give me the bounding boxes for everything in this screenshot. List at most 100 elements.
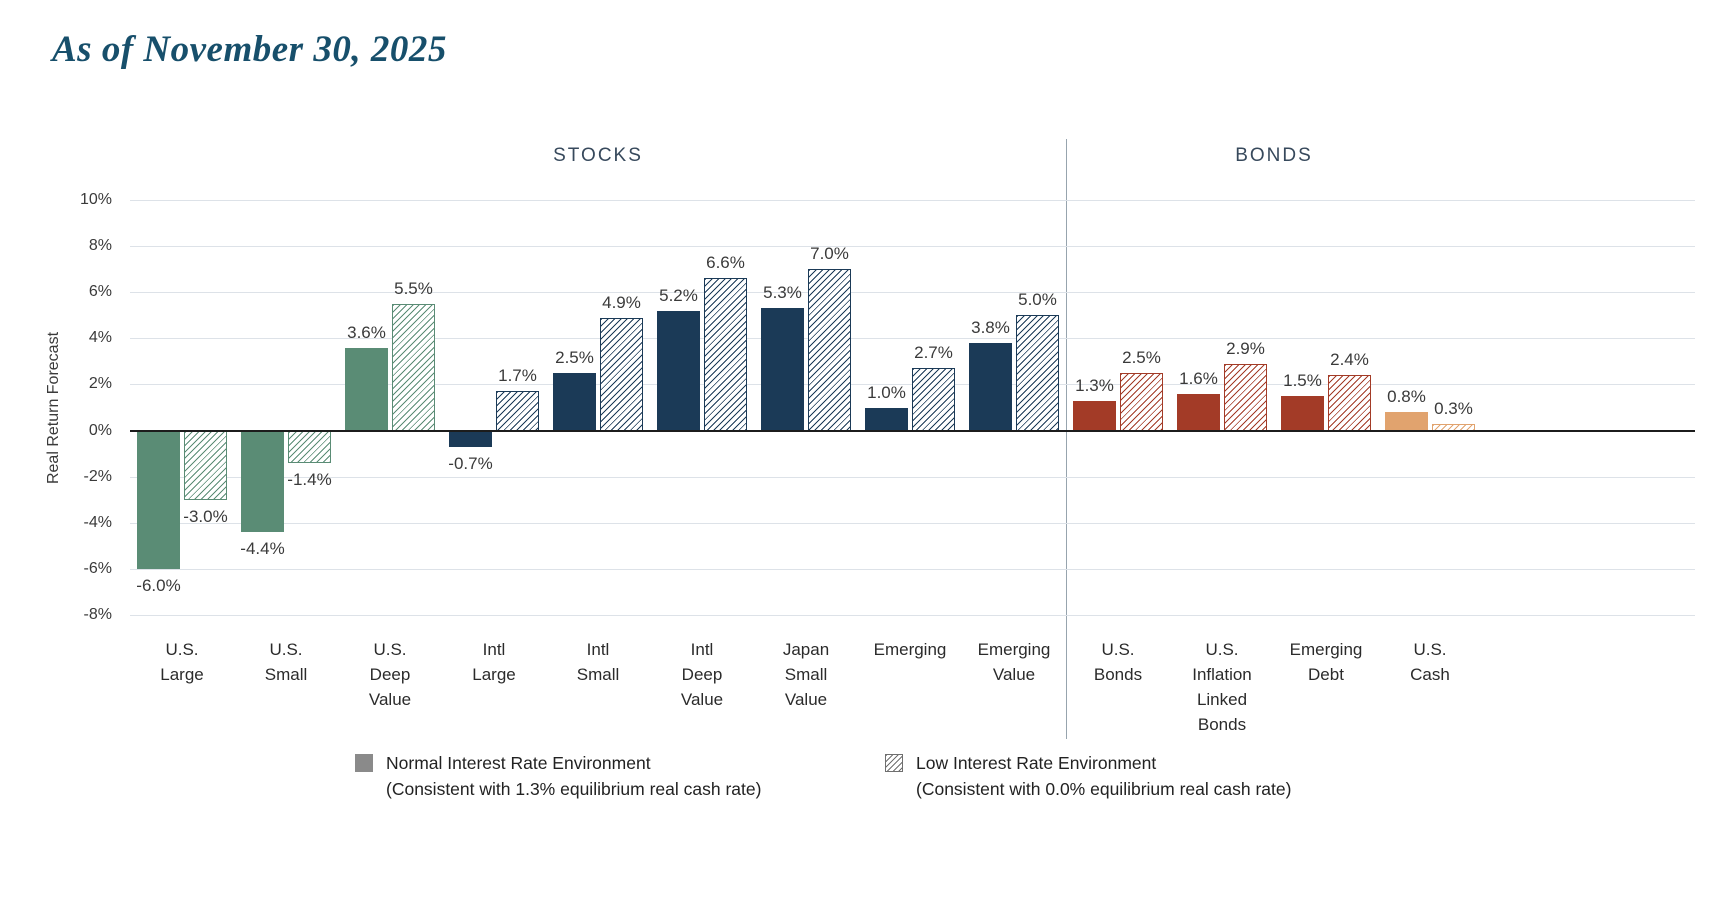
bar-value-label: -1.4%: [287, 469, 332, 489]
section-label-stocks: STOCKS: [553, 145, 643, 166]
bar-value-label: 7.0%: [810, 244, 849, 264]
category-label-line: U.S.: [1205, 640, 1239, 659]
category-label: Emerging: [858, 637, 962, 662]
bar-value-label: 1.0%: [867, 382, 906, 402]
category-label-line: Value: [784, 690, 828, 709]
gridline: [130, 476, 1695, 478]
gridline: [130, 246, 1695, 248]
bar-hatched: [288, 430, 331, 463]
category-label-line: Small: [576, 665, 620, 684]
category-label: Intl Deep Value: [650, 637, 754, 712]
y-tick-label: -6%: [83, 559, 112, 577]
plot-area: Real Return Forecast 10% 8% 6% 4% 2% 0% -2% -4%…: [45, 191, 1695, 734]
legend-label: Normal Interest Rate Environment (Consist…: [386, 750, 761, 802]
y-axis-title: Real Return Forecast: [44, 200, 64, 615]
bar-hatched: [1016, 315, 1059, 431]
category-label: U.S. Deep Value: [338, 637, 442, 712]
category-label: Japan Small Value: [754, 637, 858, 712]
bar-hatched: [600, 317, 643, 431]
gridline: [130, 200, 1695, 201]
y-tick-label: 2%: [88, 375, 112, 393]
category-label-line: Linked: [1196, 690, 1248, 709]
category-label-line: Emerging: [1289, 640, 1363, 659]
page: As of November 30, 2025 Real Return Fore…: [0, 28, 1724, 837]
category-label: Emerging Value: [962, 637, 1066, 687]
bar-hatched: [496, 391, 539, 431]
bar-hatched: [808, 269, 851, 431]
bar-hatched: [704, 278, 747, 431]
category-label-line: Cash: [1410, 665, 1450, 684]
bar-solid: [1177, 393, 1220, 431]
category-label-line: Small: [264, 665, 308, 684]
y-tick-label: -2%: [83, 467, 112, 485]
bar-solid: [137, 430, 180, 569]
category-label-line: U.S.: [269, 640, 303, 659]
bar-solid: [969, 342, 1012, 431]
category-label-line: Emerging: [977, 640, 1051, 659]
category-label-line: Intl: [690, 640, 714, 659]
bar-value-label: 2.4%: [1330, 350, 1369, 370]
legend-swatch-hatched: [885, 754, 903, 772]
bar-value-label: -3.0%: [183, 506, 228, 526]
y-tick-label: 10%: [79, 191, 112, 208]
category-label-line: Value: [992, 665, 1036, 684]
bar-value-label: -6.0%: [136, 575, 181, 595]
category-label: U.S. Bonds: [1066, 637, 1170, 687]
category-label-line: Large: [472, 665, 516, 684]
category-label-line: Deep: [369, 665, 411, 684]
category-label-line: Inflation: [1192, 665, 1252, 684]
bar-hatched: [1120, 372, 1163, 431]
bar-solid: [1073, 400, 1116, 431]
legend-series-name: Normal Interest Rate Environment: [386, 753, 651, 773]
y-tick-label: 0%: [88, 421, 112, 439]
y-tick-label: 6%: [88, 283, 112, 301]
category-label: Intl Large: [442, 637, 546, 687]
bar-value-label: 1.6%: [1179, 368, 1218, 388]
legend-series-name: Low Interest Rate Environment: [916, 753, 1157, 773]
bar-hatched: [912, 368, 955, 431]
bar-solid: [657, 310, 700, 431]
bar-solid: [1385, 412, 1428, 431]
bar-value-label: 5.2%: [659, 285, 698, 305]
legend-swatch-solid: [355, 754, 373, 772]
category-label-line: Value: [680, 690, 724, 709]
category-label-line: Intl: [586, 640, 610, 659]
bar-value-label: 2.9%: [1226, 338, 1265, 358]
section-label-bonds: BONDS: [1235, 145, 1313, 166]
category-label: Emerging Debt: [1274, 637, 1378, 687]
gridline: [130, 292, 1695, 294]
bar-value-label: -0.7%: [448, 453, 493, 473]
category-label-line: Small: [784, 665, 828, 684]
y-tick-label: -8%: [83, 606, 112, 623]
bar-solid: [1281, 395, 1324, 431]
category-label: U.S. Cash: [1378, 637, 1482, 687]
category-label-line: Value: [368, 690, 412, 709]
bar-solid: [449, 430, 492, 447]
forecast-bar-chart: Real Return Forecast 10% 8% 6% 4% 2% 0% -2% -4%…: [0, 117, 1724, 837]
zero-axis-line: [130, 429, 1695, 432]
category-label-line: Deep: [681, 665, 723, 684]
bar-value-label: 2.5%: [1122, 347, 1161, 367]
bar-hatched: [184, 430, 227, 500]
y-tick-label: -4%: [83, 513, 112, 531]
bar-value-label: 2.5%: [555, 347, 594, 367]
bar-hatched: [392, 303, 435, 431]
bar-value-label: 1.7%: [498, 366, 537, 386]
gridline: [130, 568, 1695, 570]
bar-value-label: 3.8%: [971, 317, 1010, 337]
bar-solid: [865, 407, 908, 431]
legend-item-hatched: Low Interest Rate Environment (Consistent…: [885, 750, 1291, 802]
bar-value-label: 3.6%: [347, 322, 386, 342]
category-label: U.S. Small: [234, 637, 338, 687]
stocks-bonds-divider: [1066, 139, 1067, 739]
category-label: U.S. Inflation Linked Bonds: [1170, 637, 1274, 737]
bar-value-label: 5.0%: [1018, 290, 1057, 310]
bar-value-label: 0.8%: [1387, 387, 1426, 407]
gridline: [130, 522, 1695, 524]
category-label-line: Japan: [782, 640, 830, 659]
bar-solid: [761, 308, 804, 431]
bar-value-label: -4.4%: [240, 539, 285, 558]
category-label-line: Emerging: [873, 640, 947, 659]
category-label-line: Intl: [482, 640, 506, 659]
category-label-line: U.S.: [1413, 640, 1447, 659]
